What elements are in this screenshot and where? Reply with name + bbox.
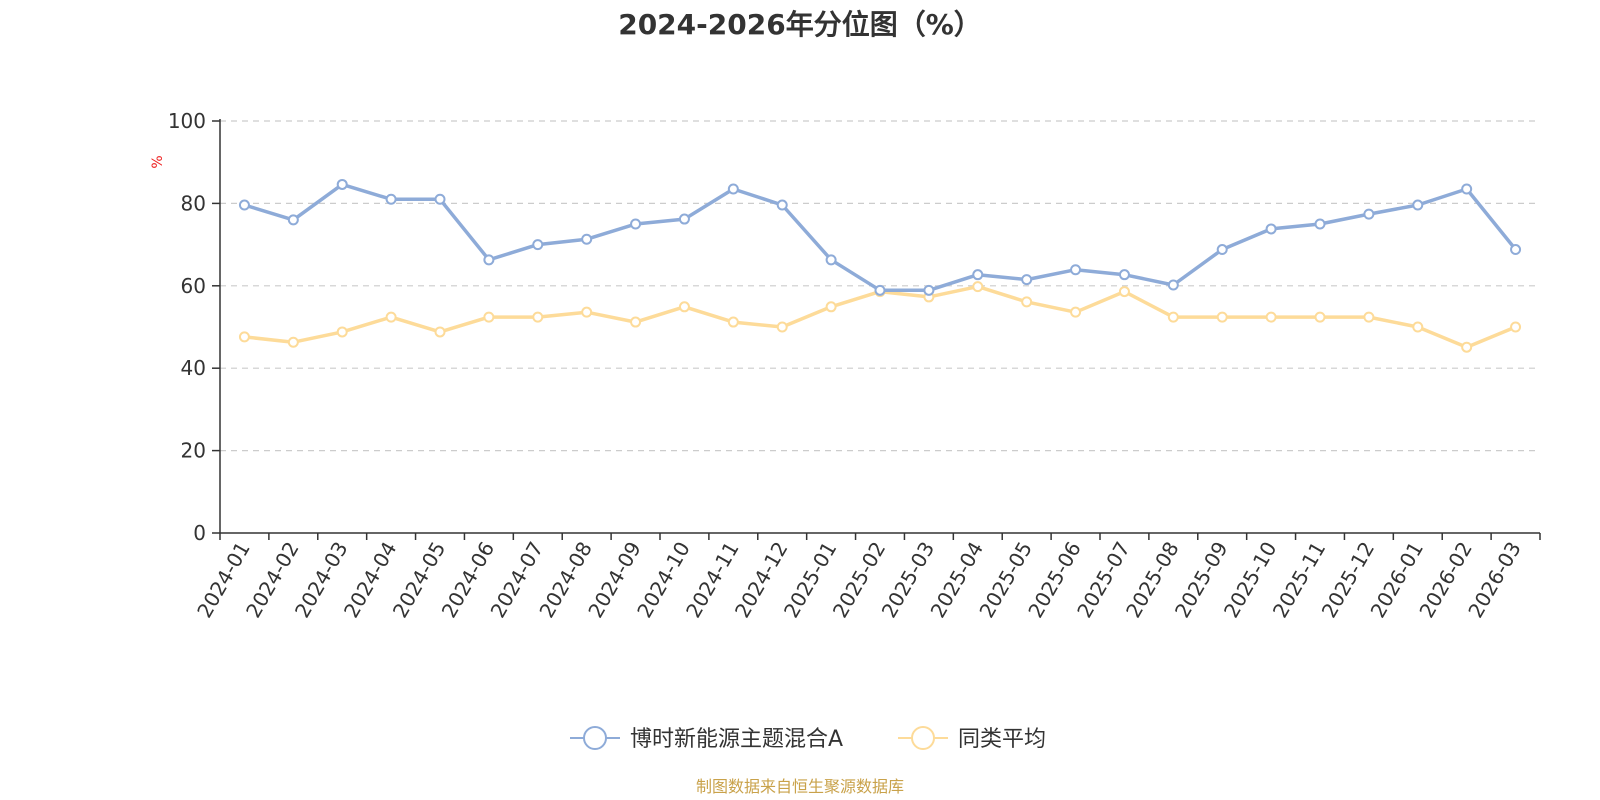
data-point[interactable] [776, 321, 788, 333]
data-point[interactable] [385, 193, 397, 205]
data-point[interactable] [287, 214, 299, 226]
data-point[interactable] [1314, 218, 1326, 230]
data-point[interactable] [336, 178, 348, 190]
data-point[interactable] [923, 284, 935, 296]
y-tick-label: 40 [181, 356, 206, 380]
data-point[interactable] [238, 331, 250, 343]
y-tick-label: 80 [181, 191, 206, 215]
legend-marker-icon [583, 726, 607, 750]
data-point[interactable] [1461, 183, 1473, 195]
data-point[interactable] [1021, 274, 1033, 286]
data-point[interactable] [385, 311, 397, 323]
series-group [238, 178, 1522, 296]
legend-label: 博时新能源主题混合A [630, 727, 843, 752]
data-point[interactable] [1021, 296, 1033, 308]
data-point[interactable] [336, 326, 348, 338]
data-point[interactable] [776, 199, 788, 211]
data-point[interactable] [434, 326, 446, 338]
data-point[interactable] [532, 239, 544, 251]
data-point[interactable] [630, 218, 642, 230]
data-point[interactable] [1070, 264, 1082, 276]
data-point[interactable] [1314, 311, 1326, 323]
data-point[interactable] [483, 254, 495, 266]
data-point[interactable] [727, 316, 739, 328]
data-point[interactable] [630, 316, 642, 328]
y-tick-label: 100 [168, 109, 206, 133]
data-point[interactable] [532, 311, 544, 323]
data-point[interactable] [678, 301, 690, 313]
data-point[interactable] [825, 301, 837, 313]
data-point[interactable] [1216, 311, 1228, 323]
data-point[interactable] [483, 311, 495, 323]
data-point[interactable] [727, 183, 739, 195]
data-point[interactable] [1265, 311, 1277, 323]
data-point[interactable] [1265, 223, 1277, 235]
y-tick-label: 60 [181, 274, 206, 298]
legend-marker-icon [911, 726, 935, 750]
data-point[interactable] [874, 284, 886, 296]
legend-item[interactable]: 博时新能源主题混合A [570, 726, 843, 752]
data-point[interactable] [1363, 311, 1375, 323]
data-point[interactable] [678, 213, 690, 225]
legend[interactable]: 博时新能源主题混合A 同类平均 [570, 726, 1046, 752]
data-point[interactable] [581, 306, 593, 318]
data-point[interactable] [1412, 199, 1424, 211]
legend-label: 同类平均 [958, 727, 1046, 752]
axes: 0204060801002024-012024-022024-032024-04… [168, 109, 1541, 622]
data-point[interactable] [1412, 321, 1424, 333]
data-point[interactable] [1070, 306, 1082, 318]
data-point[interactable] [1363, 208, 1375, 220]
y-axis-unit: % [150, 155, 166, 168]
data-point[interactable] [1118, 286, 1130, 298]
data-point[interactable] [581, 233, 593, 245]
data-point[interactable] [1461, 341, 1473, 353]
data-point[interactable] [1118, 269, 1130, 281]
data-point[interactable] [1510, 321, 1522, 333]
y-tick-label: 0 [193, 521, 206, 545]
data-point[interactable] [1167, 279, 1179, 291]
data-point[interactable] [972, 281, 984, 293]
data-point[interactable] [238, 199, 250, 211]
chart-title: 2024-2026年分位图（%） [618, 8, 982, 41]
data-point[interactable] [434, 193, 446, 205]
data-point[interactable] [825, 254, 837, 266]
series-lines [238, 178, 1522, 353]
data-point[interactable] [1216, 244, 1228, 256]
data-point[interactable] [1510, 244, 1522, 256]
data-source-note: 制图数据来自恒生聚源数据库 [696, 777, 904, 796]
data-point[interactable] [287, 336, 299, 348]
data-point[interactable] [972, 269, 984, 281]
y-tick-label: 20 [181, 439, 206, 463]
legend-item[interactable]: 同类平均 [898, 726, 1046, 752]
data-point[interactable] [1167, 311, 1179, 323]
